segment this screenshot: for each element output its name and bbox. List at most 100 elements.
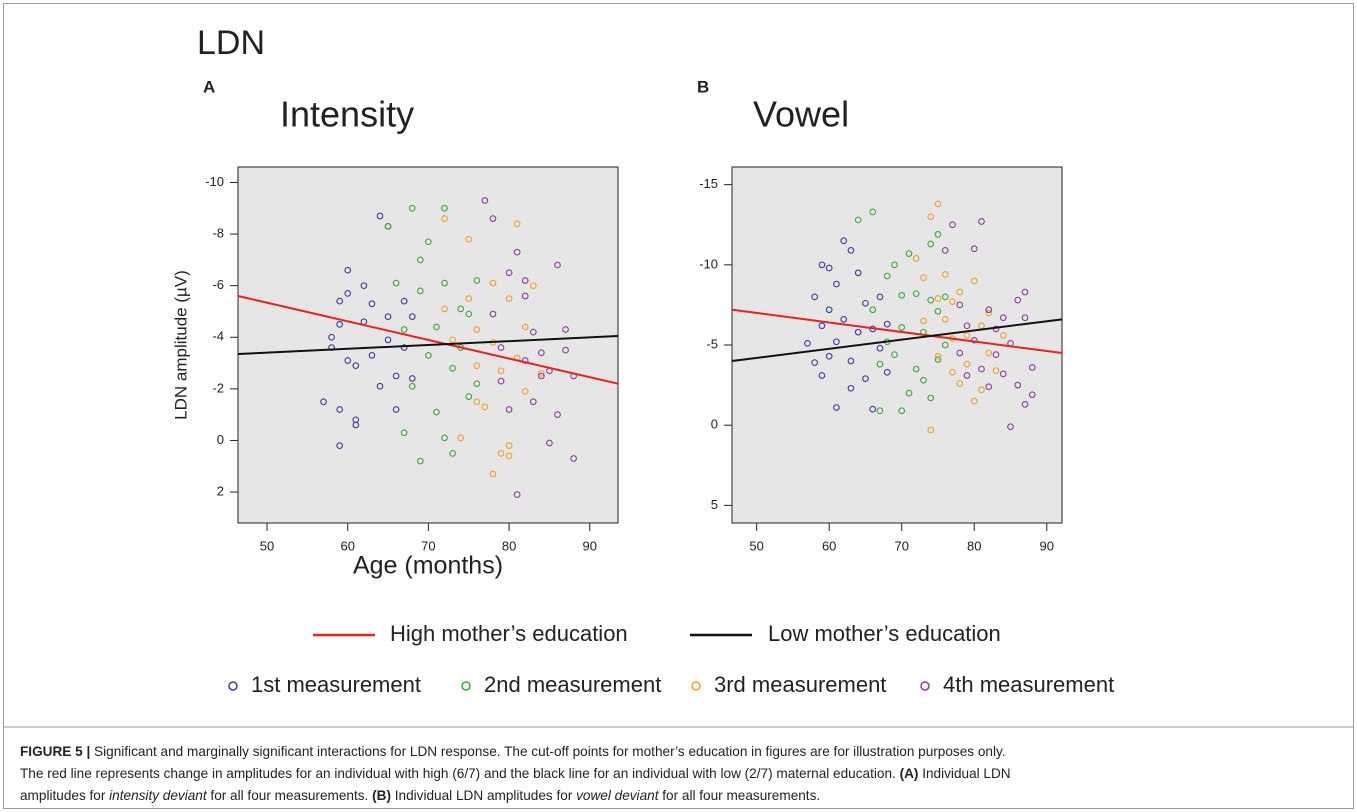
legend-label: High mother’s education <box>390 621 628 646</box>
data-point <box>465 393 473 400</box>
data-point <box>905 250 913 257</box>
data-point <box>898 291 906 299</box>
data-point <box>956 288 964 296</box>
data-point <box>956 349 964 357</box>
y-tick-label: 0 <box>217 432 224 447</box>
legend-marker <box>691 681 701 691</box>
caption-segment: Individual LDN amplitudes for <box>391 788 576 803</box>
data-point <box>840 237 848 245</box>
x-axis-label: Age (months) <box>353 552 503 580</box>
y-tick-label: 0 <box>711 417 718 432</box>
legend-marker <box>461 681 471 691</box>
caption-line: FIGURE 5 | Significant and marginally si… <box>20 744 1006 759</box>
data-point <box>400 297 408 305</box>
data-point <box>513 248 521 256</box>
data-point <box>336 442 344 449</box>
data-point <box>970 397 978 405</box>
data-point <box>825 264 833 272</box>
data-point <box>811 359 819 366</box>
data-point <box>876 293 884 301</box>
data-point <box>513 491 521 498</box>
data-point <box>927 426 935 434</box>
x-tick-label: 90 <box>1040 538 1054 553</box>
data-point <box>570 455 577 462</box>
caption-segment: for all four measurements. <box>207 788 372 803</box>
data-point <box>465 310 473 318</box>
x-tick-label: 80 <box>967 538 981 553</box>
data-point <box>963 372 971 379</box>
data-point <box>433 323 440 331</box>
data-point <box>847 384 855 392</box>
data-point <box>883 272 891 280</box>
panel-title: Vowel <box>753 94 849 135</box>
data-point <box>384 222 392 230</box>
data-point <box>854 269 862 277</box>
fit-line <box>731 318 1063 363</box>
data-point <box>505 269 513 277</box>
x-tick-label: 90 <box>583 538 597 553</box>
data-point <box>818 372 826 379</box>
y-tick-label: 2 <box>217 483 224 498</box>
data-point <box>441 215 448 222</box>
data-point <box>833 404 840 411</box>
data-point <box>473 398 481 406</box>
data-point <box>505 452 513 460</box>
data-point <box>992 351 1000 358</box>
data-point <box>505 295 513 302</box>
data-point <box>978 386 985 394</box>
data-point <box>554 411 561 419</box>
data-point <box>956 380 964 387</box>
data-point <box>425 238 432 246</box>
data-point <box>529 398 537 406</box>
data-point <box>368 351 376 359</box>
data-point <box>449 364 456 372</box>
data-point <box>847 247 855 254</box>
data-point <box>392 279 400 287</box>
legend-label: Low mother’s education <box>768 621 1001 646</box>
data-point <box>352 362 360 369</box>
caption-segment: (B) <box>372 788 391 803</box>
data-point <box>562 326 569 333</box>
data-point <box>912 255 920 262</box>
data-point <box>344 266 352 274</box>
data-point <box>992 367 1000 375</box>
data-point <box>869 208 877 216</box>
caption-segment: intensity deviant <box>109 788 208 803</box>
data-point <box>876 360 884 368</box>
data-point <box>999 314 1007 322</box>
data-point <box>529 282 537 290</box>
data-point <box>473 380 481 388</box>
legend-label: 2nd measurement <box>484 672 661 697</box>
fit-line <box>237 334 619 356</box>
data-point <box>985 383 993 391</box>
data-point <box>862 375 869 383</box>
data-point <box>920 274 927 281</box>
data-point <box>1014 381 1022 389</box>
x-tick-label: 70 <box>894 538 908 553</box>
data-point <box>473 277 481 284</box>
data-point <box>963 332 971 339</box>
data-point <box>521 277 529 284</box>
data-point <box>489 470 497 478</box>
data-point <box>481 197 489 204</box>
y-tick-label: -10 <box>205 174 224 189</box>
data-point <box>999 332 1007 339</box>
legend-marker <box>228 681 238 691</box>
data-point <box>941 247 949 254</box>
data-point <box>985 309 993 317</box>
caption-segment: (A) <box>900 766 919 781</box>
data-point <box>473 326 481 333</box>
data-point <box>934 356 942 363</box>
data-point <box>1007 423 1014 431</box>
data-point <box>847 357 855 365</box>
data-point <box>360 282 368 290</box>
caption-segment: amplitudes for <box>20 788 109 803</box>
data-point <box>833 338 840 346</box>
data-point <box>891 351 898 358</box>
data-point <box>465 235 473 243</box>
data-point <box>912 290 920 298</box>
data-point <box>891 261 898 269</box>
y-tick-label: -15 <box>699 176 718 191</box>
data-point <box>818 261 826 269</box>
data-point <box>883 320 891 328</box>
